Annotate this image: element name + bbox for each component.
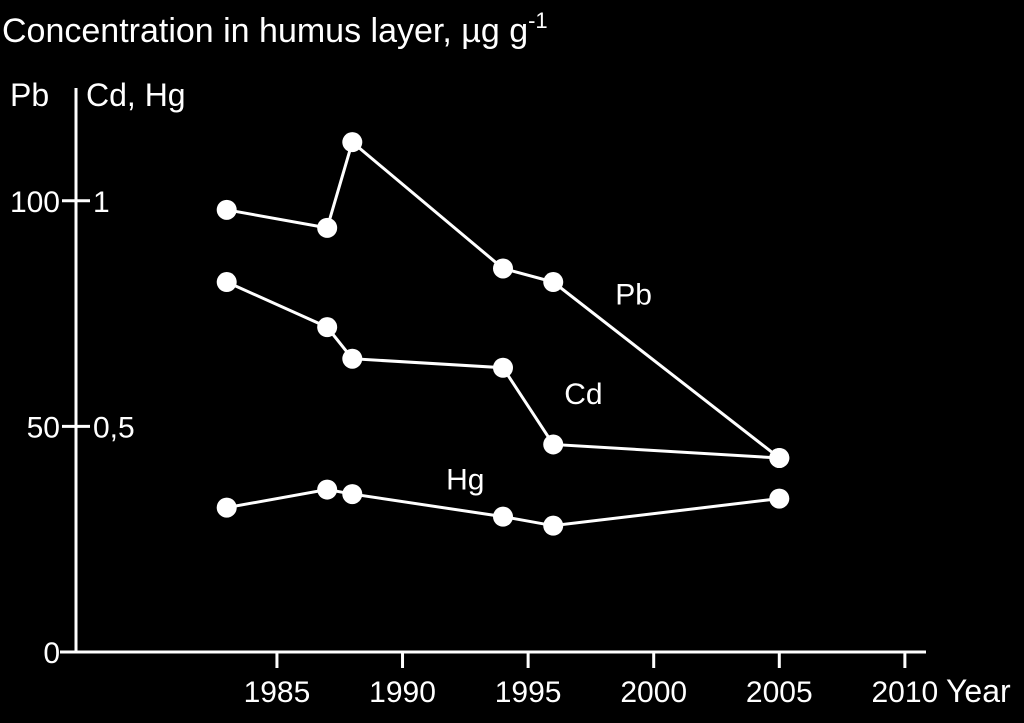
series-label-cd: Cd xyxy=(564,378,602,411)
x-tick-label: 1990 xyxy=(369,676,436,709)
y-tick-label-pb: 100 xyxy=(10,186,60,219)
data-point-cd xyxy=(342,348,363,369)
y-tick-label-pb: 50 xyxy=(27,411,60,444)
y-tick-label-cd-hg: 0,5 xyxy=(93,411,135,444)
x-axis-label: Year xyxy=(946,673,1011,709)
data-point-pb xyxy=(342,132,363,153)
data-point-cd xyxy=(543,434,564,455)
series-labels: Pb Cd Hg xyxy=(446,279,652,497)
data-point-hg xyxy=(543,515,564,536)
data-point-cd xyxy=(493,357,513,378)
data-point-pb xyxy=(493,258,513,279)
data-point-hg xyxy=(317,479,338,500)
data-point-hg xyxy=(493,506,513,527)
series-label-hg: Hg xyxy=(446,464,484,497)
data-point-pb xyxy=(216,199,237,220)
data-point-pb xyxy=(543,272,564,293)
x-tick-label: 2000 xyxy=(620,676,687,709)
x-tick-label: 1985 xyxy=(244,676,311,709)
data-point-cd xyxy=(317,317,338,338)
y-ticks: 0 50 100 0,5 1 xyxy=(10,186,135,670)
x-tick-label: 1995 xyxy=(495,676,562,709)
y-tick-label-pb: 0 xyxy=(43,637,60,670)
series-group xyxy=(216,132,790,536)
series-line-cd xyxy=(226,280,780,460)
x-tick-label: 2005 xyxy=(746,676,813,709)
y-tick-label-cd-hg: 1 xyxy=(93,186,110,219)
data-point-pb xyxy=(317,217,338,238)
series-line-hg xyxy=(226,488,780,528)
x-tick-label: 2010 xyxy=(872,676,939,709)
data-point-cd xyxy=(769,447,790,468)
data-point-cd xyxy=(216,272,237,293)
series-label-pb: Pb xyxy=(615,279,652,312)
chart-title: Concentration in humus layer, µg g-1 xyxy=(2,8,548,50)
y-axis-label-cd-hg: Cd, Hg xyxy=(86,77,186,113)
y-axis-label-pb: Pb xyxy=(10,77,49,113)
series-line-pb xyxy=(226,139,781,460)
data-point-hg xyxy=(216,497,237,518)
data-point-hg xyxy=(342,484,363,505)
data-point-hg xyxy=(769,488,790,509)
x-ticks: 1985 1990 1995 2000 2005 2010 xyxy=(244,652,939,709)
